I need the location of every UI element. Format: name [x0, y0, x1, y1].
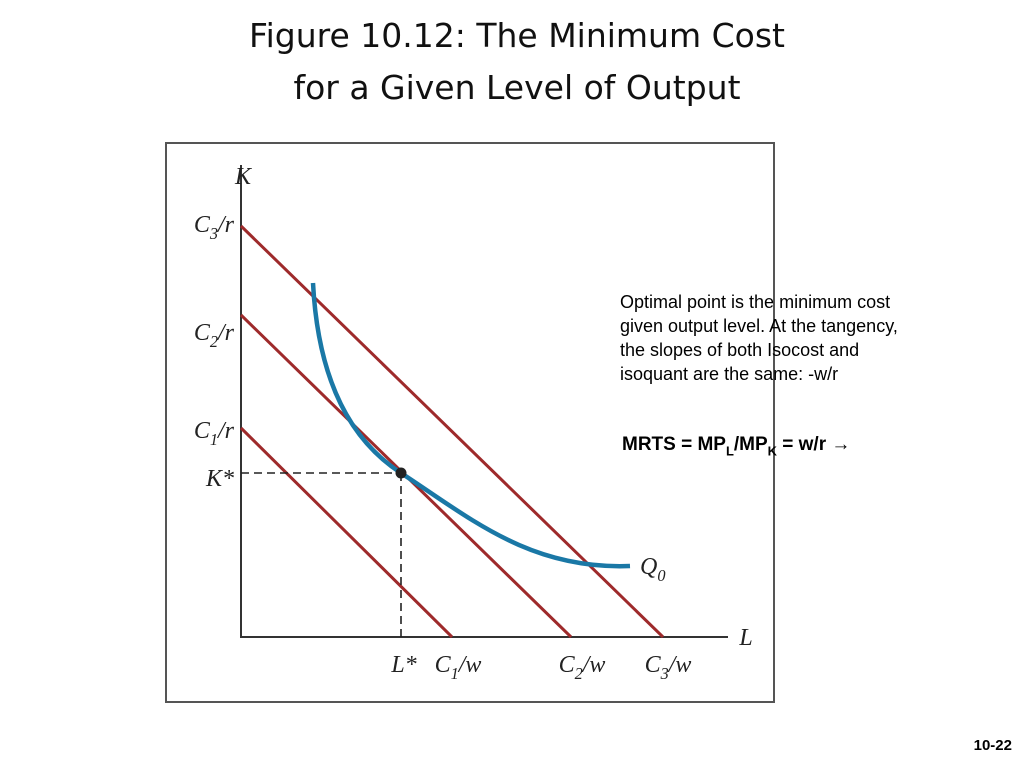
label-part: /MP	[734, 434, 768, 455]
isocost-line	[239, 426, 454, 639]
label: C2/r	[194, 320, 235, 351]
tangency-point	[395, 467, 407, 479]
label: C1/r	[194, 418, 235, 449]
label-part: /w	[667, 652, 692, 678]
label-part: C	[194, 418, 211, 444]
subscript: 3	[660, 664, 669, 683]
label: Q0	[640, 554, 666, 585]
label-part: C	[645, 652, 662, 678]
figure-frame	[165, 142, 775, 703]
label: C2/w	[559, 652, 606, 683]
note-line: Optimal point is the minimum cost	[620, 292, 890, 312]
note-line: given output level. At the tangency,	[620, 316, 898, 336]
label-part: Q	[640, 554, 657, 580]
title-line: for a Given Level of Output	[293, 68, 740, 107]
isocost-line	[239, 224, 665, 639]
label-part: = w/r →	[777, 434, 850, 455]
label: MRTS = MPL/MPK = w/r →	[622, 434, 850, 459]
label-part: C	[435, 652, 452, 678]
subscript: K	[768, 444, 778, 459]
label: C1/w	[435, 652, 482, 683]
label-part: /r	[216, 320, 235, 346]
label-part: K*	[205, 466, 234, 492]
subscript: 0	[657, 566, 665, 585]
subscript: 2	[210, 332, 218, 351]
note-line: the slopes of both Isocost and	[620, 340, 859, 360]
label-part: C	[194, 212, 211, 238]
subscript: 1	[451, 664, 459, 683]
label-part: /r	[216, 418, 235, 444]
label-part: MRTS = MP	[622, 434, 726, 455]
subscript: L	[726, 444, 734, 459]
label: C3/w	[645, 652, 692, 683]
title-line: Figure 10.12: The Minimum Cost	[249, 16, 785, 55]
subscript: 2	[575, 664, 583, 683]
label: K	[234, 164, 253, 190]
label-part: /w	[457, 652, 482, 678]
label: L	[738, 625, 752, 651]
subscript: 1	[210, 430, 218, 449]
label-part: L	[738, 625, 752, 651]
label: C3/r	[194, 212, 235, 243]
label: K*	[205, 466, 234, 492]
label-part: L*	[390, 652, 416, 678]
label-part: K	[234, 164, 253, 190]
label-part: /w	[581, 652, 606, 678]
note-line: isoquant are the same: -w/r	[620, 364, 838, 384]
subscript: 3	[209, 224, 218, 243]
label-part: C	[194, 320, 211, 346]
label: L*	[390, 652, 416, 678]
label-part: /r	[216, 212, 235, 238]
label-part: C	[559, 652, 576, 678]
slide-number: 10-22	[974, 737, 1012, 754]
